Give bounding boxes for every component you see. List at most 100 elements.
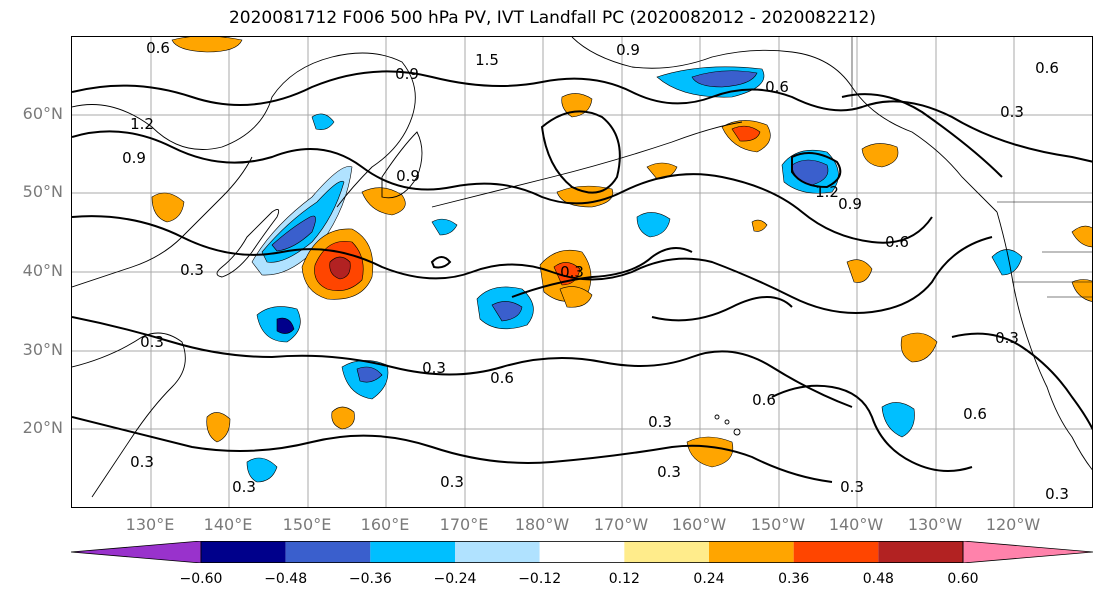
contour-label: 0.3	[440, 473, 464, 491]
colorbar-segment	[71, 541, 202, 563]
contour-label: 1.2	[815, 183, 839, 201]
contour-label: 0.9	[122, 149, 146, 167]
lon-label: 160°E	[360, 515, 410, 534]
shaded-anomalies	[151, 37, 1092, 483]
lon-label: 140°E	[203, 515, 253, 534]
contour-label: 0.3	[560, 263, 584, 281]
lon-label: 180°W	[514, 515, 570, 534]
colorbar-tick-label: 0.24	[693, 571, 725, 587]
colorbar-segment	[201, 541, 286, 563]
contour-label: 0.6	[1035, 59, 1059, 77]
contour-label: 0.6	[146, 39, 170, 57]
anomaly-blob	[1071, 279, 1092, 302]
anomaly-blob	[1071, 225, 1092, 248]
anomaly-blob	[356, 366, 383, 383]
colorbar-segment	[285, 541, 371, 563]
contour-label: 0.6	[765, 78, 789, 96]
map-title: 2020081712 F006 500 hPa PV, IVT Landfall…	[228, 8, 876, 28]
colorbar-tick-label: −0.36	[348, 571, 392, 587]
anomaly-blob	[151, 192, 185, 223]
lon-label: 170°W	[593, 515, 649, 534]
lon-label: 160°W	[671, 515, 727, 534]
anomaly-blob	[751, 219, 768, 232]
contour-label: 0.6	[885, 233, 909, 251]
contour-label: 0.3	[422, 359, 446, 377]
colorbar-segment	[624, 541, 709, 563]
anomaly-blob	[900, 332, 938, 363]
contour-label: 1.5	[475, 51, 499, 69]
anomaly-blob	[276, 317, 295, 334]
lon-label: 150°E	[282, 515, 332, 534]
lat-label: 60°N	[22, 104, 63, 123]
anomaly-blob	[329, 256, 351, 280]
contour-label: 0.9	[838, 195, 862, 213]
colorbar-tick-label: −0.24	[433, 571, 477, 587]
lat-label: 30°N	[22, 340, 63, 359]
lon-label: 130°E	[125, 515, 175, 534]
lon-label: 170°E	[439, 515, 489, 534]
colorbar-tick-label: −0.60	[179, 571, 223, 587]
map-canvas: 0.6 1.5 0.9 0.9 0.6 1.2 0.9 0.3 0.3 0.6 …	[72, 37, 1092, 507]
anomaly-blob	[271, 215, 316, 252]
contour-label: 0.9	[395, 65, 419, 83]
colorbar-segment	[370, 541, 455, 563]
lat-label: 20°N	[22, 418, 63, 437]
colorbar-tick-label: 0.36	[778, 571, 810, 587]
lon-label: 120°W	[985, 515, 1041, 534]
colorbar-segment	[962, 541, 1093, 563]
contour-label: 0.3	[180, 261, 204, 279]
anomaly-blob	[861, 143, 899, 168]
lon-label: 130°W	[907, 515, 963, 534]
colorbar	[71, 541, 1093, 563]
contour-label: 0.6	[963, 405, 987, 423]
lon-label: 150°W	[750, 515, 806, 534]
colorbar-segment	[793, 541, 879, 563]
anomaly-blob	[171, 37, 243, 53]
colorbar-tick-label: 0.12	[608, 571, 640, 587]
anomaly-blob	[246, 457, 278, 483]
contour-label: 1.2	[130, 115, 154, 133]
contour-label: 0.3	[232, 478, 256, 496]
contour-label: 0.6	[752, 391, 776, 409]
contour-labels: 0.6 1.5 0.9 0.9 0.6 1.2 0.9 0.3 0.3 0.6 …	[122, 39, 1069, 503]
anomaly-blob	[991, 249, 1023, 276]
contour-label: 0.9	[396, 167, 420, 185]
contour-label: 0.3	[657, 463, 681, 481]
lon-label: 140°W	[828, 515, 884, 534]
map-panel: 0.6 1.5 0.9 0.9 0.6 1.2 0.9 0.3 0.3 0.6 …	[71, 36, 1093, 508]
contour-label: 0.3	[130, 453, 154, 471]
anomaly-blob	[881, 402, 915, 438]
anomaly-blob	[331, 406, 355, 430]
colorbar-tick-label: −0.12	[518, 571, 562, 587]
lat-label: 40°N	[22, 261, 63, 280]
anomaly-blob	[431, 218, 458, 236]
anomaly-blob	[636, 212, 671, 238]
anomaly-blob	[846, 259, 873, 283]
contour-label: 0.3	[995, 329, 1019, 347]
coastlines	[72, 37, 1092, 498]
contour-label: 0.3	[840, 478, 864, 496]
colorbar-tick-label: 0.60	[947, 571, 979, 587]
lat-label: 50°N	[22, 182, 63, 201]
anomaly-blob	[559, 286, 593, 308]
anomaly-blob	[491, 301, 523, 322]
colorbar-segment	[709, 541, 794, 563]
contour-lines	[72, 70, 1092, 483]
colorbar-segment	[878, 541, 963, 563]
anomaly-blob	[206, 412, 231, 443]
colorbar-tick-label: −0.48	[264, 571, 308, 587]
anomaly-blob	[361, 187, 406, 216]
anomaly-blob	[686, 436, 734, 468]
contour-label: 0.9	[616, 41, 640, 59]
anomaly-blob	[691, 70, 758, 88]
contour-label: 0.6	[490, 369, 514, 387]
contour-label: 0.3	[1000, 103, 1024, 121]
colorbar-segment	[539, 541, 625, 563]
contour-label: 0.3	[648, 413, 672, 431]
contour-label: 0.3	[140, 333, 164, 351]
graticule	[72, 37, 1092, 507]
anomaly-blob	[731, 125, 761, 142]
contour-label: 0.3	[1045, 485, 1069, 503]
colorbar-segment	[455, 541, 540, 563]
anomaly-blob	[311, 113, 335, 130]
